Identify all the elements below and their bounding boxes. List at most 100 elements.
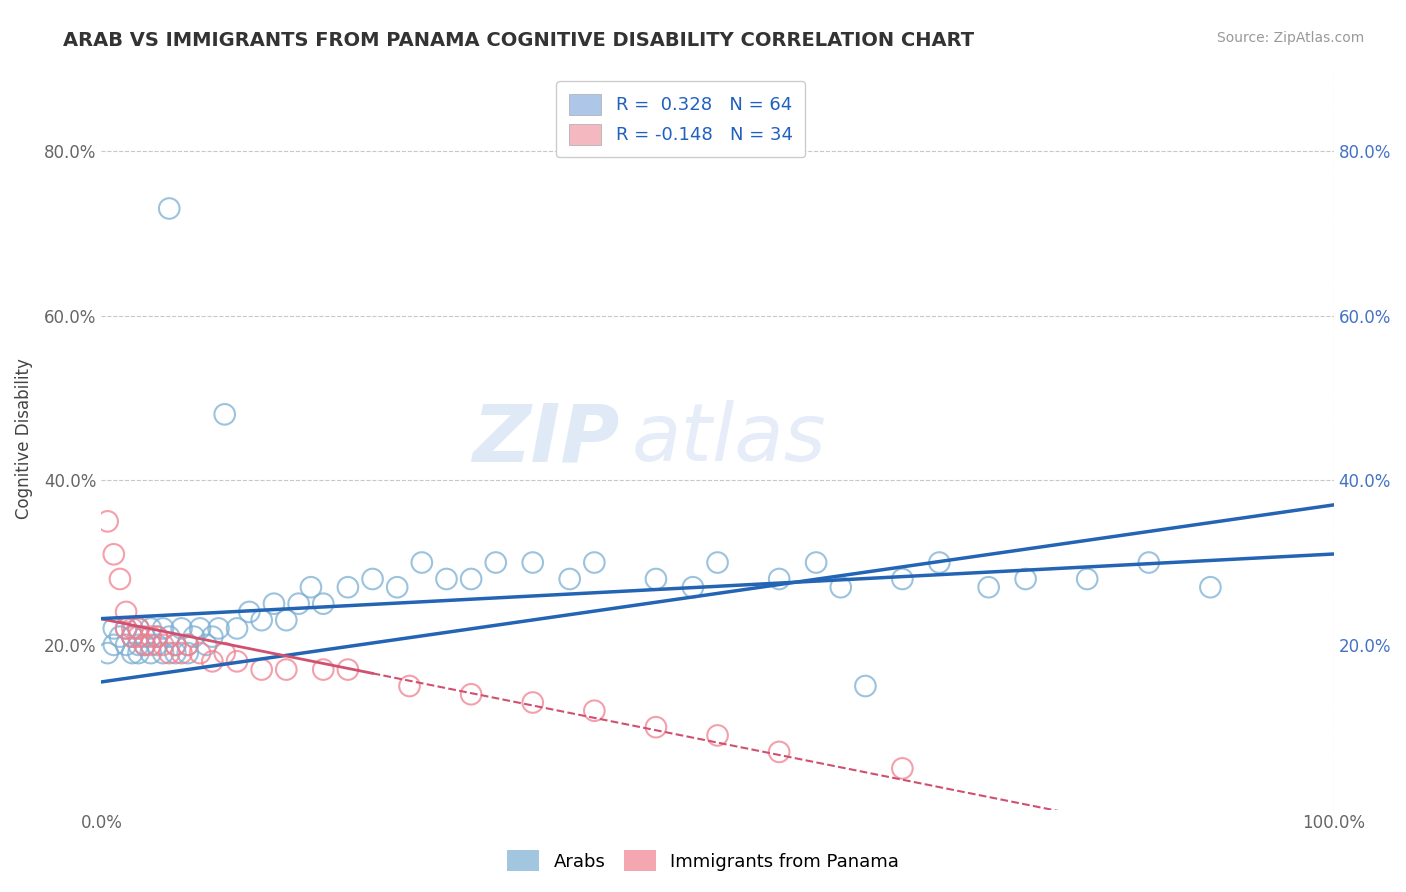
Point xyxy=(165,638,187,652)
Point xyxy=(522,696,544,710)
Point xyxy=(928,556,950,570)
Point xyxy=(115,605,138,619)
Point xyxy=(177,638,200,652)
Point xyxy=(214,407,236,421)
Point xyxy=(127,630,149,644)
Point xyxy=(312,597,335,611)
Point xyxy=(195,638,218,652)
Point xyxy=(398,679,420,693)
Text: atlas: atlas xyxy=(631,400,827,478)
Point xyxy=(385,580,408,594)
Point xyxy=(522,556,544,570)
Point xyxy=(226,621,249,635)
Point xyxy=(121,630,143,644)
Legend: Arabs, Immigrants from Panama: Arabs, Immigrants from Panama xyxy=(499,843,907,879)
Point xyxy=(276,613,298,627)
Point xyxy=(157,202,180,216)
Point xyxy=(891,572,914,586)
Point xyxy=(139,621,162,635)
Point xyxy=(336,663,359,677)
Point xyxy=(170,646,193,660)
Point xyxy=(139,638,162,652)
Point xyxy=(152,638,174,652)
Text: ZIP: ZIP xyxy=(471,400,619,478)
Point xyxy=(214,646,236,660)
Point xyxy=(287,597,309,611)
Point xyxy=(645,572,668,586)
Point xyxy=(108,630,131,644)
Point xyxy=(361,572,384,586)
Point xyxy=(682,580,704,594)
Point xyxy=(146,630,169,644)
Point xyxy=(108,572,131,586)
Point xyxy=(706,556,728,570)
Text: ARAB VS IMMIGRANTS FROM PANAMA COGNITIVE DISABILITY CORRELATION CHART: ARAB VS IMMIGRANTS FROM PANAMA COGNITIVE… xyxy=(63,31,974,50)
Point xyxy=(250,663,273,677)
Point xyxy=(103,638,125,652)
Point xyxy=(177,638,200,652)
Point xyxy=(312,663,335,677)
Point xyxy=(645,720,668,734)
Point xyxy=(855,679,877,693)
Legend: R =  0.328   N = 64, R = -0.148   N = 34: R = 0.328 N = 64, R = -0.148 N = 34 xyxy=(555,81,806,157)
Point xyxy=(1014,572,1036,586)
Point xyxy=(804,556,827,570)
Point xyxy=(121,621,143,635)
Point xyxy=(485,556,508,570)
Point xyxy=(152,621,174,635)
Point xyxy=(177,646,200,660)
Point xyxy=(276,663,298,677)
Point xyxy=(103,547,125,561)
Point xyxy=(768,572,790,586)
Point xyxy=(238,605,260,619)
Point xyxy=(165,638,187,652)
Point xyxy=(127,621,149,635)
Point xyxy=(127,621,149,635)
Text: Source: ZipAtlas.com: Source: ZipAtlas.com xyxy=(1216,31,1364,45)
Point xyxy=(250,613,273,627)
Point xyxy=(170,621,193,635)
Point xyxy=(157,646,180,660)
Point xyxy=(226,654,249,668)
Point xyxy=(977,580,1000,594)
Point xyxy=(127,638,149,652)
Point xyxy=(121,646,143,660)
Point xyxy=(299,580,322,594)
Point xyxy=(830,580,852,594)
Point xyxy=(207,621,229,635)
Point xyxy=(139,630,162,644)
Point xyxy=(583,704,606,718)
Point xyxy=(115,638,138,652)
Point xyxy=(146,630,169,644)
Point xyxy=(115,621,138,635)
Point xyxy=(134,638,156,652)
Point xyxy=(891,761,914,775)
Point xyxy=(97,514,120,528)
Point xyxy=(188,621,211,635)
Point xyxy=(706,728,728,742)
Point xyxy=(436,572,458,586)
Point xyxy=(134,638,156,652)
Point xyxy=(201,630,224,644)
Point xyxy=(152,646,174,660)
Point xyxy=(460,687,482,701)
Point xyxy=(1137,556,1160,570)
Point xyxy=(583,556,606,570)
Point xyxy=(146,638,169,652)
Point xyxy=(121,630,143,644)
Point xyxy=(165,646,187,660)
Point xyxy=(115,621,138,635)
Point xyxy=(127,646,149,660)
Point xyxy=(768,745,790,759)
Point xyxy=(103,621,125,635)
Point xyxy=(558,572,581,586)
Point xyxy=(460,572,482,586)
Point xyxy=(139,646,162,660)
Point xyxy=(411,556,433,570)
Point xyxy=(134,630,156,644)
Point xyxy=(188,646,211,660)
Point xyxy=(157,630,180,644)
Point xyxy=(1199,580,1222,594)
Point xyxy=(263,597,285,611)
Point xyxy=(336,580,359,594)
